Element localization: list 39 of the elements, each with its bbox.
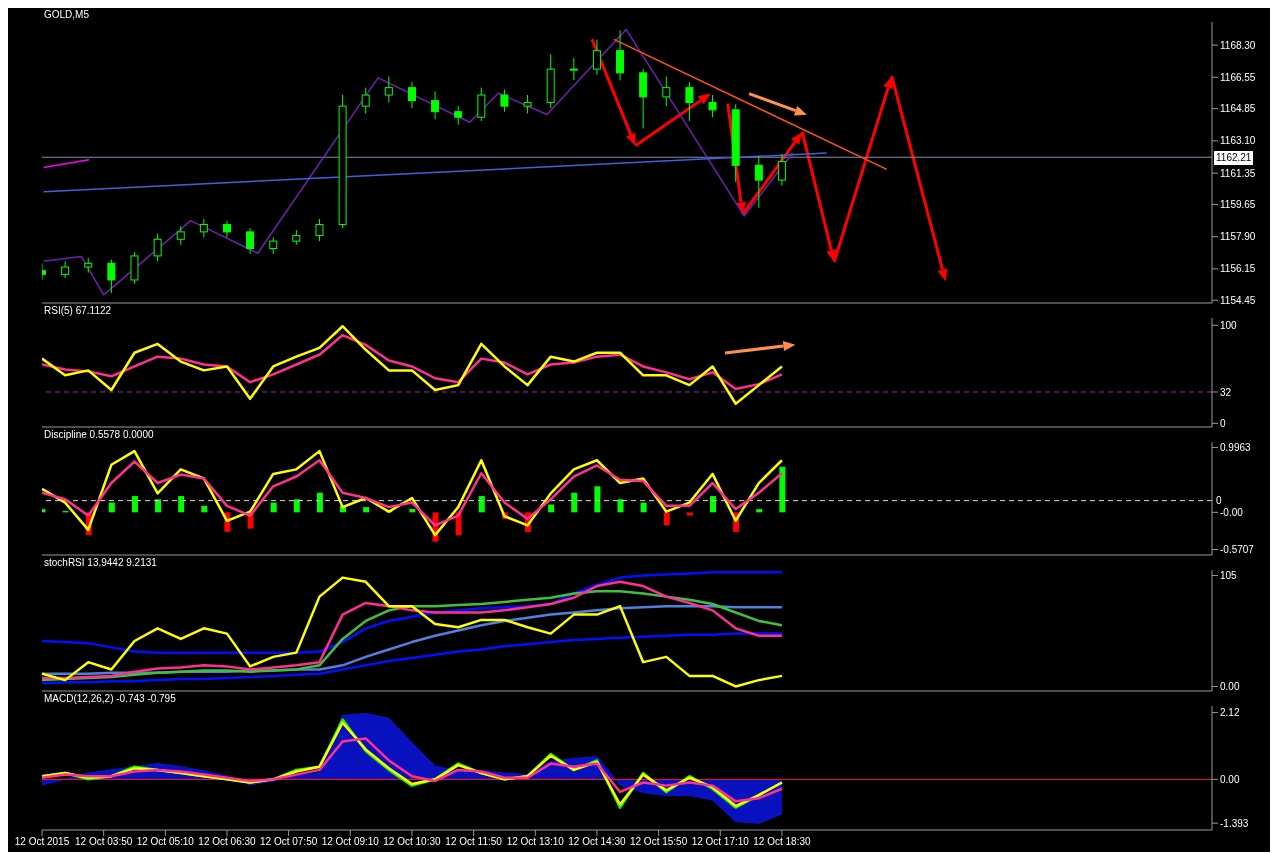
x-tick-label: 12 Oct 13:10 [506, 836, 565, 848]
y-tick-label: 1168.30 [1220, 39, 1256, 51]
y-tick-label: 1156.15 [1220, 263, 1256, 275]
y-tick-label: 100 [1220, 319, 1238, 331]
x-tick-label: 12 Oct 10:30 [383, 836, 442, 848]
x-tick-label: 12 Oct 05:10 [136, 836, 195, 848]
y-tick-label: 0.9963 [1220, 442, 1252, 453]
x-tick-label: 12 Oct 07:50 [260, 836, 318, 848]
x-tick-label: 12 Oct 09:10 [321, 836, 380, 848]
y-tick-label: 1164.85 [1220, 103, 1256, 115]
chart-title: MACD(12,26,2) -0.743 -0.795 [44, 692, 176, 705]
y-tick-label: 1161.35 [1220, 167, 1256, 179]
y-tick-label: -0.5707 [1220, 544, 1255, 556]
x-tick-label: 12 Oct 03:50 [75, 836, 133, 848]
y-tick-label: 1157.90 [1220, 231, 1256, 243]
y-tick-label: 0.00 [1220, 681, 1240, 693]
x-tick-label: 12 Oct 11:50 [445, 836, 503, 848]
chart-title: GOLD,M5 [44, 8, 90, 21]
y-tick-label: 1166.55 [1220, 71, 1256, 83]
y-tick-label: 1159.65 [1220, 198, 1256, 210]
x-tick-label: 12 Oct 18:30 [753, 836, 811, 848]
x-tick-label: 12 Oct 15:50 [629, 836, 688, 848]
x-tick-label: 12 Oct 06:30 [198, 836, 257, 848]
x-tick-label: 12 Oct 17:10 [691, 836, 750, 848]
y-tick-label: 1154.45 [1220, 294, 1256, 306]
y-tick-label: 32 [1220, 386, 1232, 398]
y-tick-label: -0.00 [1220, 506, 1244, 518]
chart-title: Discipline 0.5578 0.0000 [44, 428, 154, 441]
y-tick-label: 0.00 [1220, 773, 1240, 785]
ref-line-label: 1162.21 [1214, 150, 1254, 165]
y-tick-label: 2.12 [1220, 707, 1240, 719]
chart-title: stochRSI 13.9442 9.2131 [44, 556, 157, 569]
y-tick-label: 1163.10 [1220, 135, 1256, 147]
x-tick-label: 12 Oct 14:30 [568, 836, 627, 848]
chart-title: RSI(5) 67.1122 [44, 304, 112, 317]
y-tick-label: -1.393 [1220, 817, 1249, 829]
y-tick-label: 105 [1220, 570, 1238, 582]
x-tick-label: 12 Oct 2015 [14, 836, 70, 848]
y-tick-label: 0 [1220, 417, 1226, 429]
